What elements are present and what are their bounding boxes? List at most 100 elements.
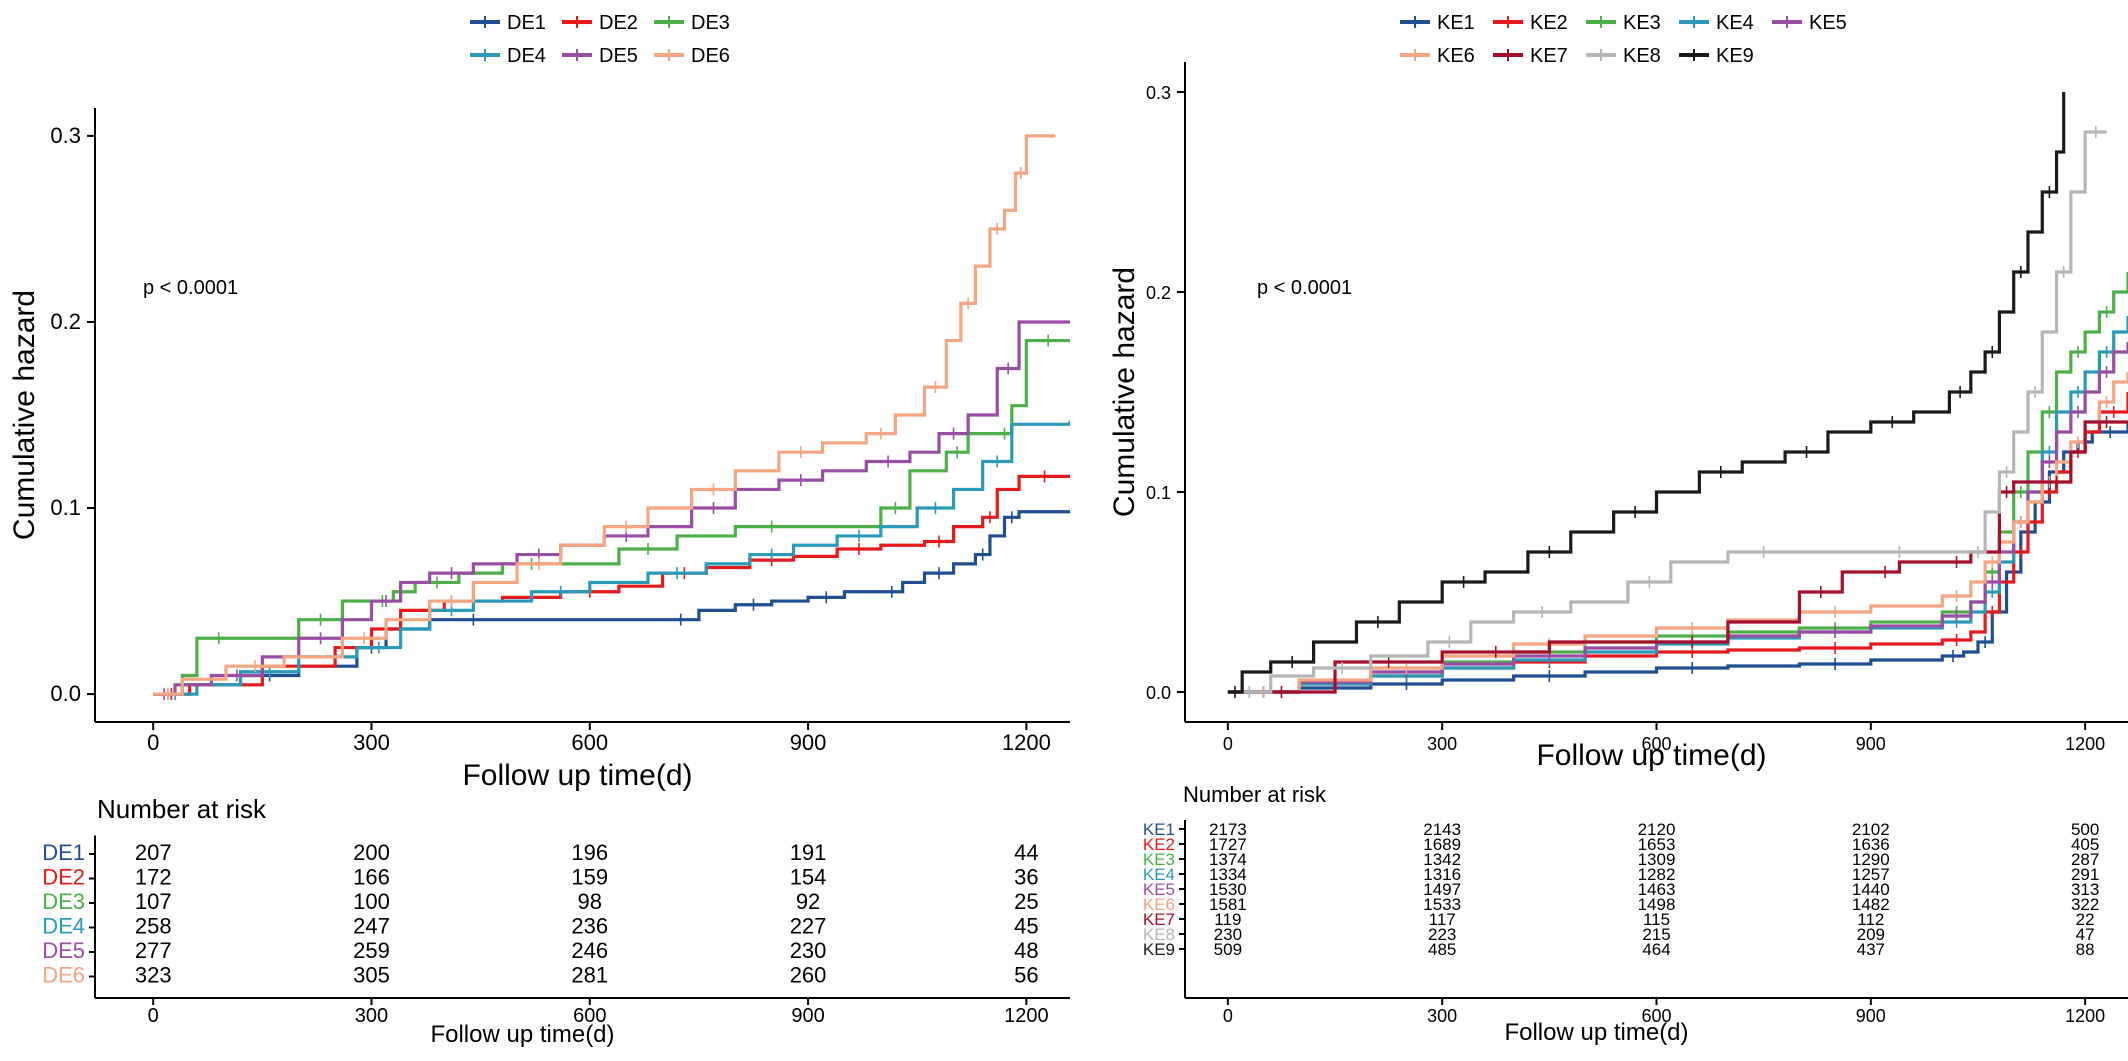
risk-cell: 44: [1014, 840, 1038, 865]
risk-cell: 464: [1642, 940, 1670, 959]
series-line-de6: [153, 134, 1056, 696]
risk-cell: 313: [2071, 880, 2099, 899]
legend-label-ke6: KE6: [1437, 45, 1475, 67]
risk-cell: 200: [353, 840, 390, 865]
risk-table-title: Number at risk: [97, 794, 267, 824]
risk-cell: 98: [578, 889, 602, 914]
legend: KE1 KE2 KE3 KE4 KE5 KE6 KE7 KE8 KE9: [1400, 12, 1847, 67]
risk-cell: 117: [1429, 910, 1456, 929]
legend: DE1 DE2 DE3 DE4 DE5 DE6: [470, 12, 730, 67]
risk-cell: 196: [571, 840, 608, 865]
legend-label-de5: DE5: [599, 45, 638, 67]
risk-cell: 215: [1642, 925, 1670, 944]
y-tick-label: 0.3: [1146, 83, 1171, 103]
series-group: [153, 134, 1070, 701]
risk-cell: 1498: [1638, 895, 1676, 914]
series-line-de1: [153, 510, 1070, 696]
x-axis-title: Follow up time(d): [462, 759, 692, 792]
legend-label-de3: DE3: [691, 12, 730, 34]
risk-cell: 509: [1214, 940, 1242, 959]
risk-cell: 36: [1014, 865, 1038, 890]
risk-cell: 1374: [1209, 850, 1247, 869]
risk-cell: 1342: [1423, 850, 1461, 869]
x-tick-label: 300: [1427, 734, 1457, 754]
risk-row-label-de3: DE3: [42, 889, 85, 914]
risk-cell: 172: [135, 865, 172, 890]
risk-cell: 25: [1014, 889, 1038, 914]
risk-row-label-ke3: KE3: [1143, 850, 1175, 869]
risk-cell: 500: [2071, 820, 2099, 839]
risk-cell: 45: [1014, 914, 1038, 939]
legend-label-de6: DE6: [691, 45, 730, 67]
risk-cell: 485: [1428, 940, 1456, 959]
legend-label-ke4: KE4: [1716, 12, 1754, 34]
risk-cell: 230: [1214, 925, 1242, 944]
risk-cell: 1581: [1209, 895, 1247, 914]
x-tick-label: 600: [1641, 734, 1671, 754]
x-tick-label: 900: [790, 730, 827, 755]
series-line-ke5: [1227, 342, 2128, 694]
p-value-annotation: p < 0.0001: [143, 277, 238, 299]
series-line-de4: [153, 420, 1070, 696]
risk-table-title: Number at risk: [1183, 782, 1327, 807]
risk-row-label-ke5: KE5: [1143, 880, 1175, 899]
risk-row-label-de6: DE6: [42, 963, 85, 988]
risk-table: Number at risk DE1 207 200 196 191 44 DE2 172 166…: [42, 794, 1070, 1048]
risk-cell: 2173: [1209, 820, 1247, 839]
risk-cell: 1533: [1423, 895, 1461, 914]
risk-cell: 1440: [1852, 880, 1890, 899]
risk-cell: 247: [353, 914, 390, 939]
risk-cell: 22: [2076, 910, 2095, 929]
legend-label-de4: DE4: [507, 45, 546, 67]
legend-label-ke3: KE3: [1623, 12, 1661, 34]
risk-cell: 1636: [1852, 835, 1890, 854]
risk-cell: 230: [790, 938, 827, 963]
risk-cell: 405: [2071, 835, 2099, 854]
risk-cell: 223: [1428, 925, 1456, 944]
legend-label-ke9: KE9: [1716, 45, 1754, 67]
risk-row-label-de4: DE4: [42, 914, 85, 939]
risk-cell: 112: [1857, 910, 1884, 929]
legend-label-de2: DE2: [599, 12, 638, 34]
y-axis-title: Cumulative hazard: [1108, 267, 1141, 517]
risk-row-label-ke2: KE2: [1143, 835, 1175, 854]
legend-label-ke2: KE2: [1530, 12, 1568, 34]
risk-row-label-ke6: KE6: [1143, 895, 1175, 914]
risk-cell: 2102: [1852, 820, 1890, 839]
p-value-annotation: p < 0.0001: [1257, 277, 1352, 299]
risk-cell: 1290: [1852, 850, 1890, 869]
risk-cell: 209: [1857, 925, 1885, 944]
series-line-ke2: [1227, 392, 2128, 694]
x-tick-label: 0: [1223, 734, 1233, 754]
risk-cell: 322: [2071, 895, 2099, 914]
risk-cell: 323: [135, 963, 172, 988]
risk-cell: 207: [135, 840, 172, 865]
risk-cell: 305: [353, 963, 390, 988]
risk-x-tick-label: 900: [791, 1005, 824, 1027]
risk-cell: 258: [135, 914, 172, 939]
risk-cell: 107: [135, 889, 172, 914]
risk-row-label-ke8: KE8: [1143, 925, 1175, 944]
risk-row-label-ke1: KE1: [1143, 820, 1175, 839]
risk-x-tick-label: 900: [1856, 1006, 1886, 1026]
risk-x-tick-label: 600: [573, 1005, 606, 1027]
x-tick-label: 300: [353, 730, 390, 755]
y-axis-title: Cumulative hazard: [8, 290, 41, 540]
risk-row-label-ke4: KE4: [1143, 865, 1175, 884]
risk-cell: 260: [790, 963, 827, 988]
risk-cell: 1309: [1638, 850, 1676, 869]
x-tick-label: 900: [1856, 734, 1886, 754]
risk-x-tick-label: 600: [1641, 1006, 1671, 1026]
risk-cell: 277: [135, 938, 172, 963]
risk-x-tick-label: 0: [1223, 1006, 1233, 1026]
risk-cell: 2120: [1638, 820, 1676, 839]
risk-cell: 1334: [1209, 865, 1247, 884]
series-line-ke8: [1227, 130, 2107, 694]
legend-label-ke5: KE5: [1809, 12, 1847, 34]
risk-cell: 281: [571, 963, 608, 988]
risk-x-tick-label: 0: [148, 1005, 159, 1027]
risk-cell: 2143: [1423, 820, 1461, 839]
y-tick-label: 0.3: [50, 123, 81, 148]
risk-cell: 227: [790, 914, 827, 939]
